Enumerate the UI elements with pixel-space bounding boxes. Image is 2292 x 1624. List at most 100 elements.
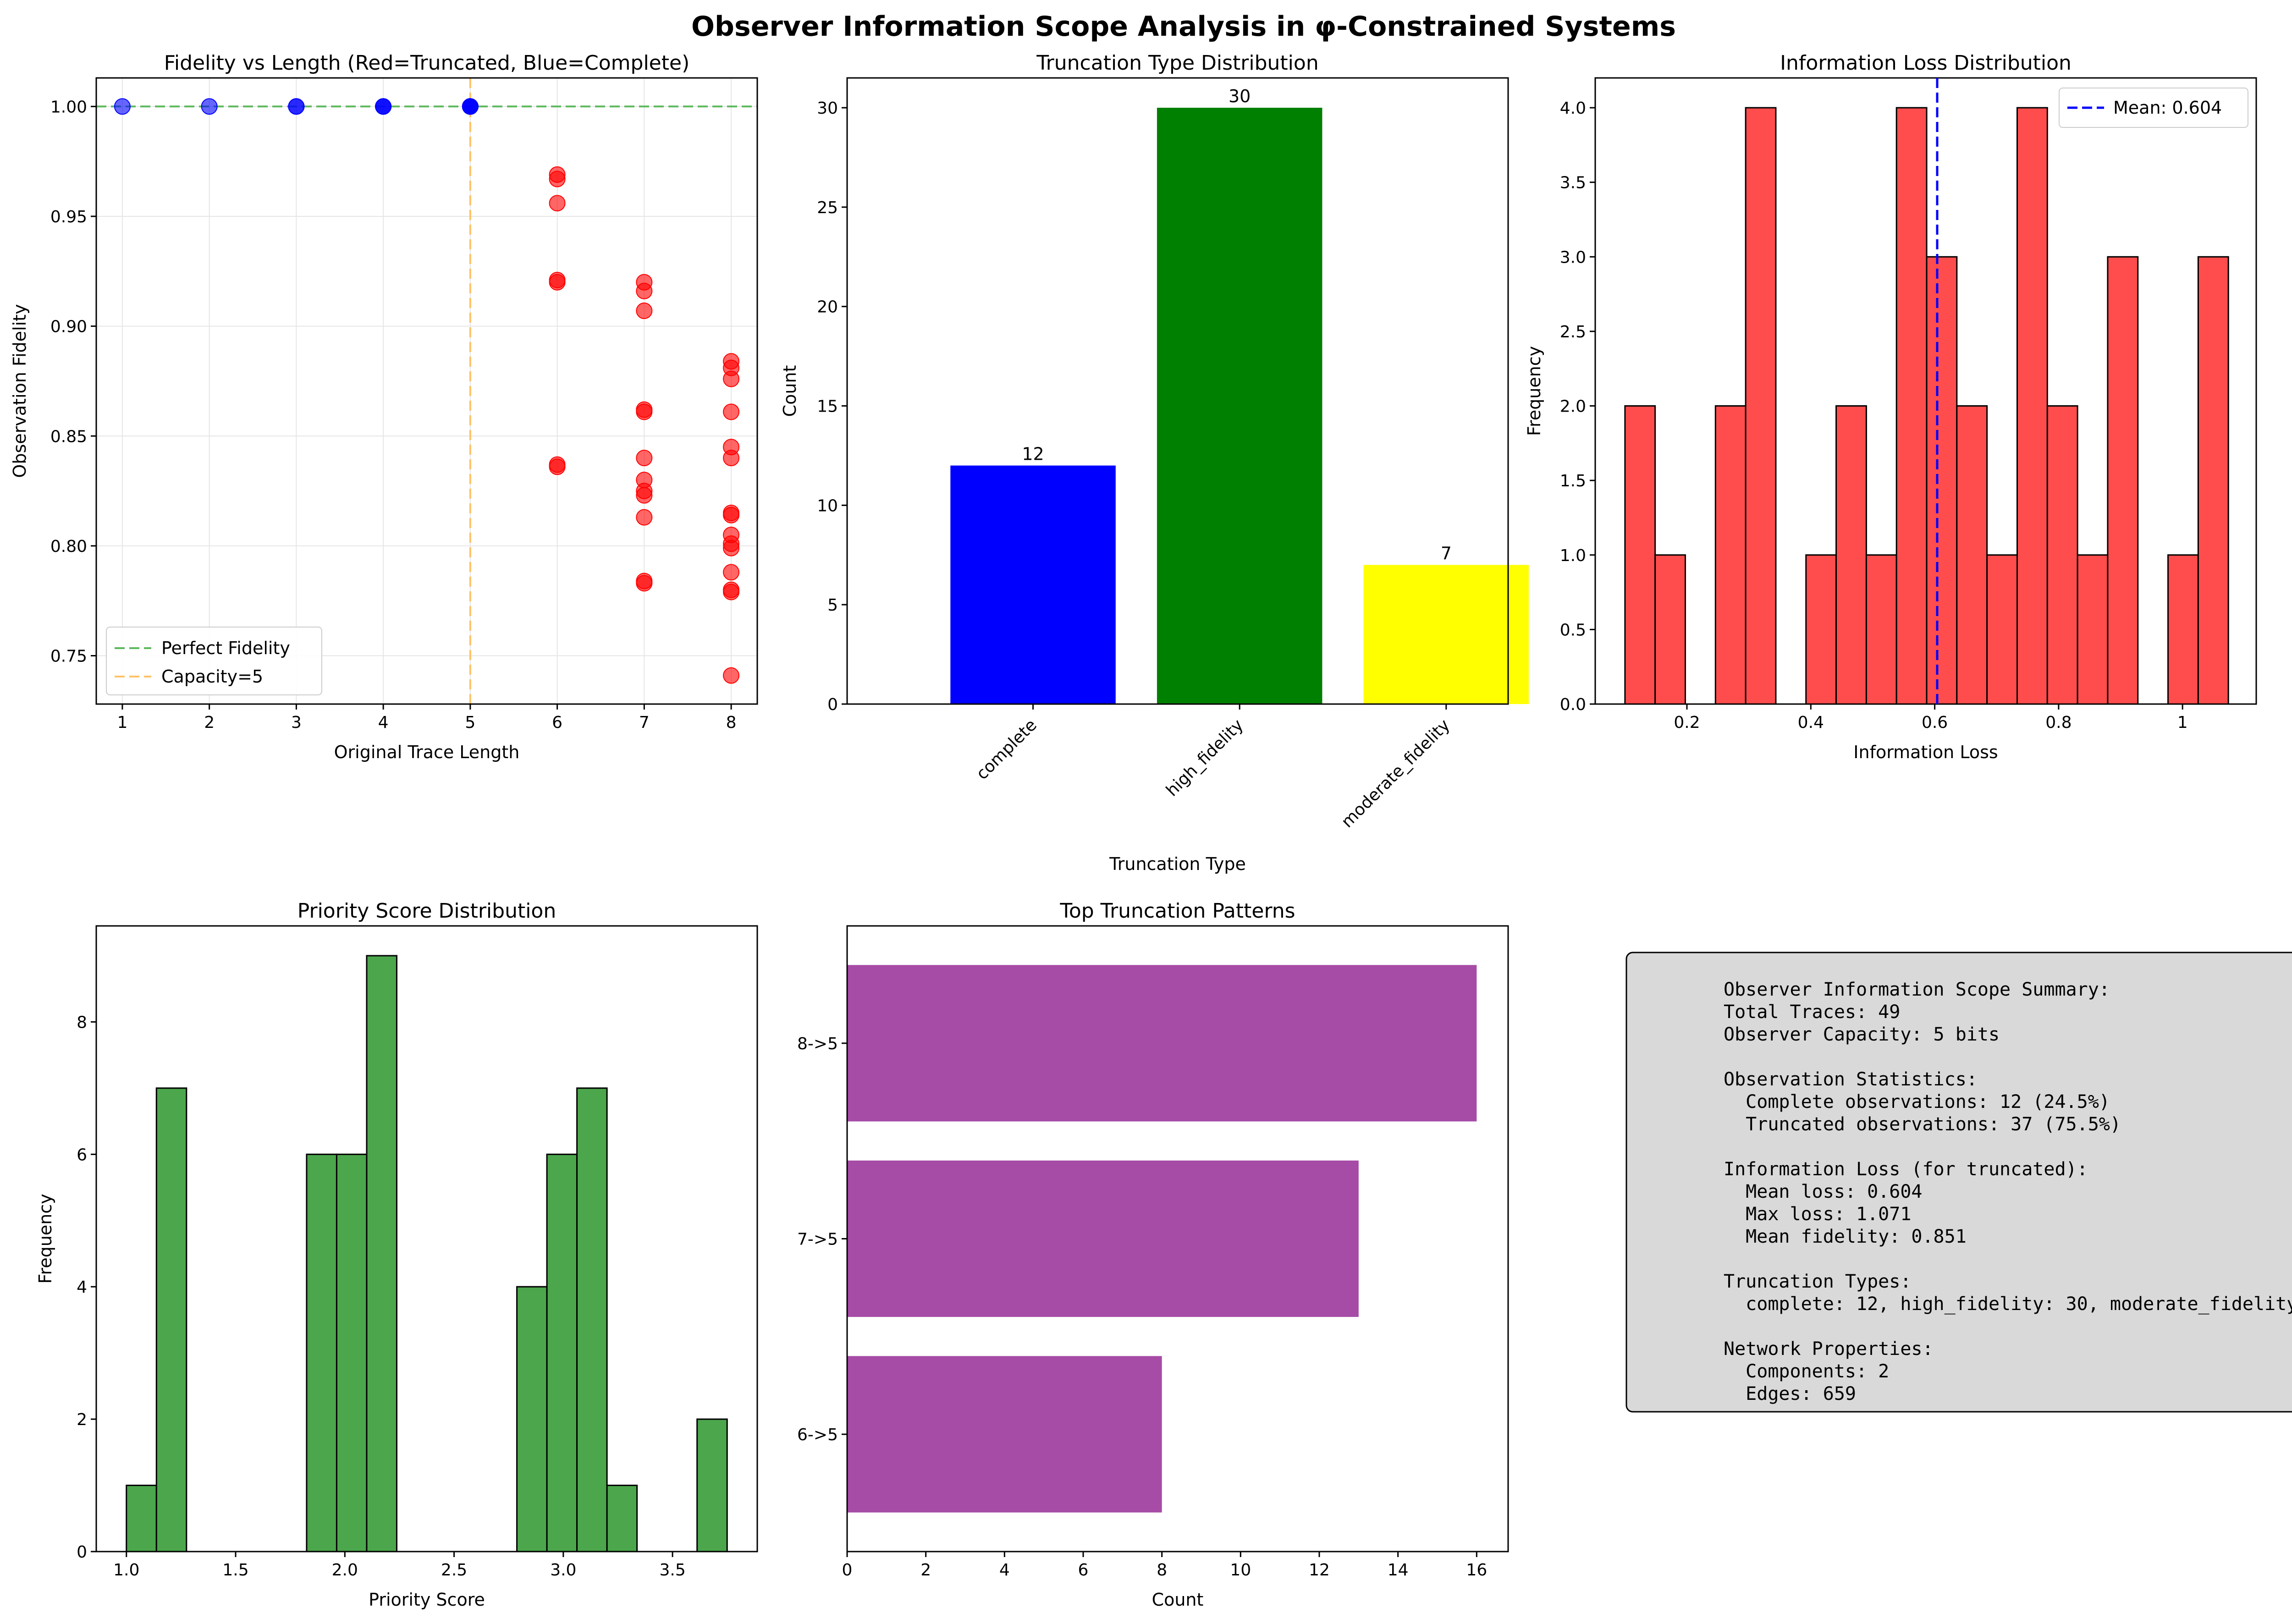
x-axis-label: Priority Score	[369, 1590, 485, 1610]
x-tick-label: 0	[842, 1561, 853, 1580]
histogram-bar	[1986, 554, 2018, 705]
x-tick-label: 2.5	[441, 1561, 467, 1580]
legend-label: Capacity=5	[161, 666, 263, 687]
panel-truncation-type-distribution: 0 5 10 15 20 25 30 12 complete 30 high_fidelity 7 mo…	[780, 51, 1529, 874]
axes-frame	[95, 925, 758, 1552]
x-tick-label: 7	[639, 713, 650, 732]
bar-high-fidelity	[1157, 108, 1322, 705]
histogram-bar	[306, 1153, 337, 1552]
histogram-bar	[2197, 256, 2229, 705]
summary-line	[1724, 1316, 1735, 1337]
truncated-point	[636, 282, 653, 299]
x-tick-label: 3.5	[659, 1561, 685, 1580]
x-tick-label: high_fidelity	[1163, 716, 1247, 800]
summary-line: Network Properties:	[1724, 1338, 1934, 1360]
histogram-bar	[366, 955, 397, 1552]
y-tick-label: 1.5	[1560, 472, 1586, 490]
histogram-bar	[155, 1087, 187, 1552]
x-tick-label: 0.8	[2045, 713, 2072, 732]
pattern-bar	[847, 1160, 1359, 1317]
histogram-bar	[126, 1485, 157, 1552]
bar-moderate-fidelity	[1363, 565, 1529, 704]
summary-line: Observer Information Scope Summary:	[1724, 979, 2110, 1000]
y-tick-label: 30	[817, 99, 838, 118]
histogram-bar	[576, 1087, 608, 1552]
summary-line: Information Loss (for truncated):	[1724, 1159, 2088, 1180]
truncated-point	[636, 403, 653, 420]
summary-line: complete: 12, high_fidelity: 30, moderat…	[1724, 1294, 2292, 1315]
summary-line: Mean fidelity: 0.851	[1724, 1226, 1967, 1247]
summary-line: Max loss: 1.071	[1724, 1204, 1911, 1225]
x-tick-label: 8	[726, 713, 737, 732]
x-axis-label: Count	[1152, 1590, 1204, 1610]
y-tick-label: 0.95	[50, 208, 87, 226]
histogram-bar	[1865, 554, 1897, 705]
summary-line: Truncated observations: 37 (75.5%)	[1724, 1114, 2121, 1135]
summary-line: Observer Capacity: 5 bits	[1724, 1024, 2000, 1045]
legend-label: Perfect Fidelity	[161, 638, 290, 658]
pattern-bar	[847, 1356, 1162, 1513]
y-tick-label: 10	[817, 496, 838, 515]
bar-value-label: 12	[1022, 444, 1044, 464]
summary-line	[1724, 1136, 1735, 1157]
y-tick-label: 3.0	[1560, 248, 1586, 267]
y-tick-label: 0.0	[1560, 695, 1586, 714]
truncated-point	[549, 274, 566, 291]
x-axis-label: Original Trace Length	[334, 742, 520, 762]
histogram-bar	[1714, 405, 1747, 705]
pattern-bar	[847, 965, 1477, 1122]
truncated-point	[636, 575, 653, 592]
histogram-bar	[2046, 405, 2078, 705]
x-tick-label: 4	[999, 1561, 1010, 1580]
panel-information-loss-distribution: 0.2 0.4 0.6 0.8 1 0.0 0.5 1.0 1.5 2.0 2.5 3.0 3.5 4.0…	[1524, 51, 2257, 762]
y-tick-label: 0.90	[50, 318, 87, 336]
histogram-bar	[1805, 554, 1837, 705]
axes-frame	[846, 77, 1509, 705]
y-tick-label: 25	[817, 198, 838, 217]
bar-value-label: 30	[1229, 86, 1251, 106]
x-tick-label: 8	[1157, 1561, 1167, 1580]
histogram-bar	[696, 1418, 728, 1552]
x-axis-label: Truncation Type	[1109, 854, 1246, 874]
histogram-bar	[1926, 256, 1958, 705]
summary-line: Complete observations: 12 (24.5%)	[1724, 1091, 2110, 1112]
histogram-bar	[1654, 554, 1686, 705]
histogram-bar	[2077, 554, 2109, 705]
summary-line: Observation Statistics:	[1724, 1069, 1978, 1090]
y-tick-label: 1.00	[50, 98, 87, 116]
truncated-point	[636, 303, 653, 319]
axes-frame	[846, 925, 1509, 1552]
x-tick-label: 16	[1466, 1561, 1487, 1580]
summary-line: Mean loss: 0.604	[1724, 1181, 1922, 1202]
y-tick-label: 6->5	[797, 1426, 838, 1444]
y-tick-label: 0	[827, 695, 838, 714]
summary-box: Observer Information Scope Summary: Total…	[1625, 952, 2292, 1413]
truncated-point	[549, 458, 566, 475]
summary-line: Total Traces: 49	[1724, 1002, 1900, 1023]
x-tick-label: 14	[1388, 1561, 1409, 1580]
x-tick-label: 10	[1230, 1561, 1251, 1580]
y-tick-label: 2.0	[1560, 397, 1586, 416]
truncated-point	[723, 667, 740, 684]
summary-box-background	[1625, 952, 2292, 1413]
summary-line: Components: 2	[1724, 1361, 1889, 1382]
x-tick-label: 12	[1309, 1561, 1330, 1580]
histogram-bar	[546, 1153, 578, 1552]
truncated-point	[723, 450, 740, 467]
truncated-point	[636, 509, 653, 526]
summary-line	[1724, 1249, 1735, 1270]
axes-title: Top Truncation Patterns	[1059, 899, 1295, 923]
histogram-bar	[2107, 256, 2139, 705]
x-tick-label: moderate_fidelity	[1338, 716, 1454, 831]
axes-frame	[1594, 77, 2257, 705]
complete-point	[375, 98, 392, 115]
y-tick-label: 0	[77, 1543, 87, 1562]
y-tick-label: 0.85	[50, 427, 87, 446]
y-axis-label: Frequency	[1524, 346, 1544, 436]
y-tick-label: 5	[827, 596, 838, 615]
panel-priority-score-distribution: 1.0 1.5 2.0 2.5 3.0 3.5 0 2 4 6 8 Priority Score Di…	[35, 899, 758, 1610]
y-tick-label: 0.80	[50, 537, 87, 556]
y-tick-label: 6	[77, 1145, 87, 1164]
y-tick-label: 1.0	[1560, 546, 1586, 565]
